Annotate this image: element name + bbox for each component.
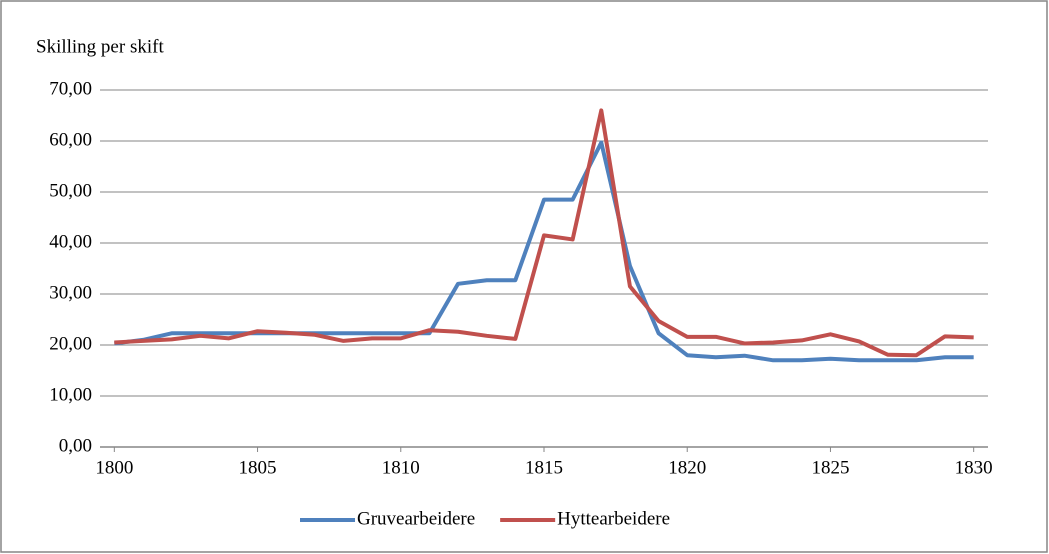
y-tick-label: 20,00 bbox=[49, 333, 92, 354]
y-tick-label: 50,00 bbox=[49, 180, 92, 201]
x-tick-label: 1815 bbox=[525, 457, 563, 478]
y-tick-label: 40,00 bbox=[49, 231, 92, 252]
y-tick-label: 30,00 bbox=[49, 282, 92, 303]
series-line bbox=[114, 108, 974, 358]
legend-label: Gruvearbeidere bbox=[357, 508, 475, 529]
x-tick-label: 1800 bbox=[95, 457, 133, 478]
y-axis-title: Skilling per skift bbox=[36, 36, 164, 57]
x-tick-label: 1805 bbox=[239, 457, 277, 478]
x-tick-label: 1820 bbox=[668, 457, 706, 478]
legend-label: Hyttearbeidere bbox=[557, 508, 670, 529]
x-tick-label: 1810 bbox=[382, 457, 420, 478]
x-tick-label: 1825 bbox=[811, 457, 849, 478]
y-tick-label: 0,00 bbox=[59, 435, 92, 456]
y-tick-label: 60,00 bbox=[49, 129, 92, 150]
y-tick-label: 70,00 bbox=[49, 78, 92, 99]
y-tick-label: 10,00 bbox=[49, 384, 92, 405]
x-tick-label: 1830 bbox=[955, 457, 993, 478]
